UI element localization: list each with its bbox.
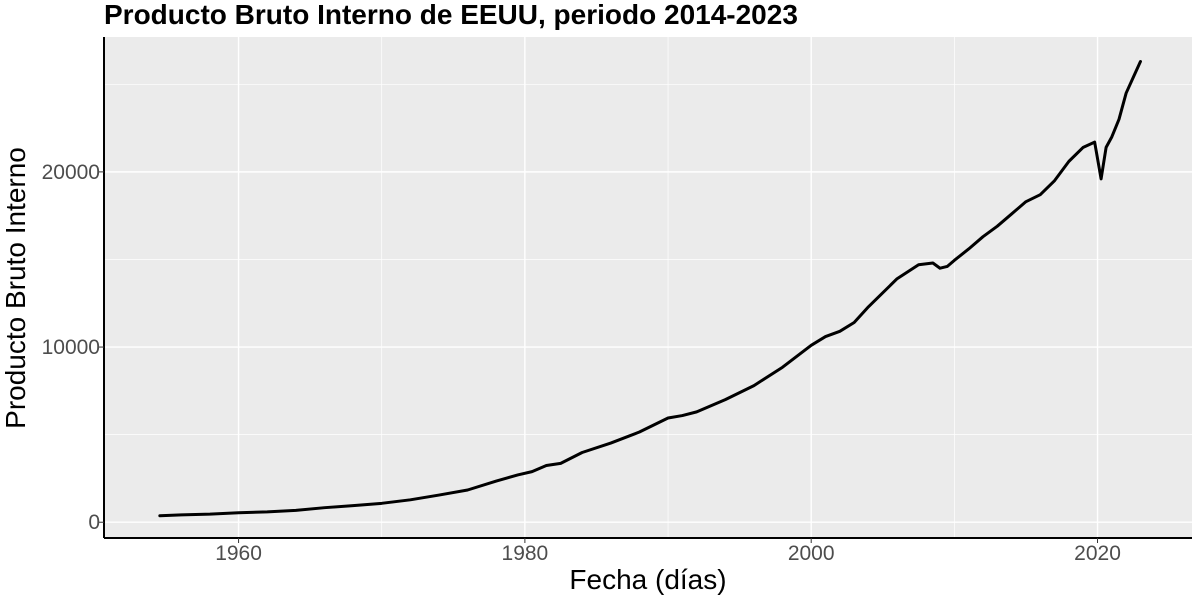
y-axis-title: Producto Bruto Interno	[0, 147, 31, 429]
y-axis-ticks: 0 10000 20000	[42, 161, 104, 534]
x-tick-label: 1960	[215, 542, 262, 565]
y-tick-label: 10000	[42, 336, 100, 359]
x-tick-label: 1980	[502, 542, 549, 565]
x-tick-label: 2020	[1074, 542, 1121, 565]
x-axis-ticks: 1960 1980 2000 2020	[215, 538, 1121, 565]
grid-lines	[104, 37, 1192, 538]
plot-panel	[104, 37, 1192, 538]
y-tick-label: 20000	[42, 161, 100, 184]
x-tick-label: 2000	[788, 542, 835, 565]
chart-title: Producto Bruto Interno de EEUU, periodo …	[104, 0, 798, 30]
y-tick-label: 0	[88, 511, 100, 534]
x-axis-title: Fecha (días)	[569, 564, 726, 595]
gdp-series-line	[158, 60, 1142, 518]
